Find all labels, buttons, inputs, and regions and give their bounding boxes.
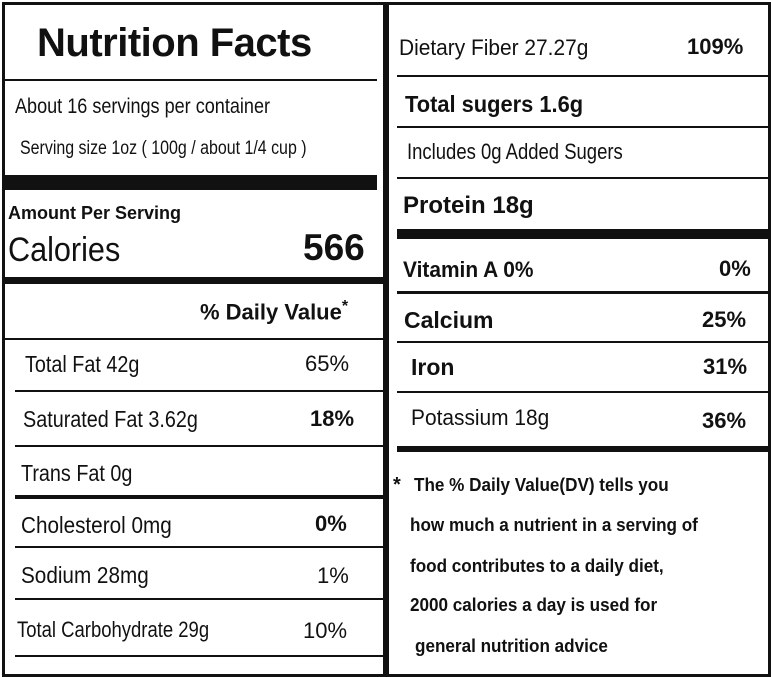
- servings-per-container: About 16 servings per container: [15, 95, 271, 118]
- row-rule: [5, 338, 383, 340]
- row-rule: [15, 546, 383, 548]
- nutrient-row-protein: Protein 18g: [403, 192, 534, 219]
- nutrient-row-sodium: Sodium 28mg: [21, 562, 149, 588]
- calories-rule: [5, 277, 383, 284]
- dv-total-fat: 65%: [305, 351, 350, 376]
- row-rule: [397, 291, 768, 294]
- footnote-line: general nutrition advice: [415, 636, 608, 656]
- dv-cholesterol: 0%: [315, 511, 347, 536]
- row-rule: [397, 75, 768, 77]
- amount-per-serving: Amount Per Serving: [8, 203, 182, 223]
- nutrient-row-total-fat: Total Fat 42g: [25, 351, 140, 377]
- dv-calcium: 25%: [702, 307, 747, 332]
- dv-potassium: 36%: [702, 408, 747, 433]
- thick-rule-bottom: [397, 446, 768, 452]
- dv-iron: 31%: [703, 354, 748, 379]
- row-rule: [15, 598, 383, 600]
- row-rule: [15, 495, 383, 499]
- calories-label: Calories: [8, 231, 121, 269]
- footnote-line: how much a nutrient in a serving of: [410, 515, 698, 535]
- nutrient-row-iron: Iron: [411, 354, 455, 380]
- column-divider: [383, 5, 389, 674]
- daily-value-header: % Daily Value*: [200, 298, 349, 325]
- nutrient-row-potassium: Potassium 18g: [411, 405, 550, 430]
- thick-rule-protein: [397, 229, 768, 239]
- footnote-asterisk: *: [393, 474, 401, 496]
- row-rule: [397, 177, 768, 179]
- dv-vitamin-a: 0%: [719, 256, 751, 281]
- calories-value: 566: [303, 227, 365, 268]
- footnote-line: 2000 calories a day is used for: [410, 595, 658, 615]
- row-rule: [397, 126, 768, 128]
- footnote-line: The % Daily Value(DV) tells you: [414, 475, 669, 495]
- nutrient-row-total-sugars: Total sugers 1.6g: [405, 91, 584, 117]
- nutrient-row-calcium: Calcium: [404, 307, 494, 333]
- footnote-line: food contributes to a daily diet,: [410, 556, 664, 576]
- nutrient-row-dietary-fiber: Dietary Fiber 27.27g: [399, 35, 589, 60]
- nutrient-row-trans-fat: Trans Fat 0g: [21, 460, 133, 486]
- thick-rule-top: [5, 175, 377, 190]
- row-rule: [397, 341, 768, 343]
- row-rule: [15, 655, 383, 657]
- row-rule: [15, 390, 383, 392]
- nutrient-row-vitamin-a: Vitamin A 0%: [403, 257, 534, 282]
- nutrient-row-cholesterol: Cholesterol 0mg: [21, 512, 172, 538]
- dv-saturated-fat: 18%: [310, 406, 355, 431]
- dv-total-carbohydrate: 10%: [303, 618, 348, 643]
- dv-sodium: 1%: [317, 563, 349, 588]
- nutrient-row-total-carbohydrate: Total Carbohydrate 29g: [17, 617, 210, 642]
- nutrient-row-saturated-fat: Saturated Fat 3.62g: [23, 406, 198, 432]
- serving-size: Serving size 1oz ( 100g / about 1/4 cup …: [20, 138, 307, 159]
- title-rule: [5, 79, 377, 81]
- dv-dietary-fiber: 109%: [687, 34, 744, 59]
- row-rule: [15, 445, 383, 447]
- nutrient-row-added-sugars: Includes 0g Added Sugers: [407, 139, 623, 164]
- row-rule: [397, 391, 768, 393]
- label-title: Nutrition Facts: [37, 21, 312, 65]
